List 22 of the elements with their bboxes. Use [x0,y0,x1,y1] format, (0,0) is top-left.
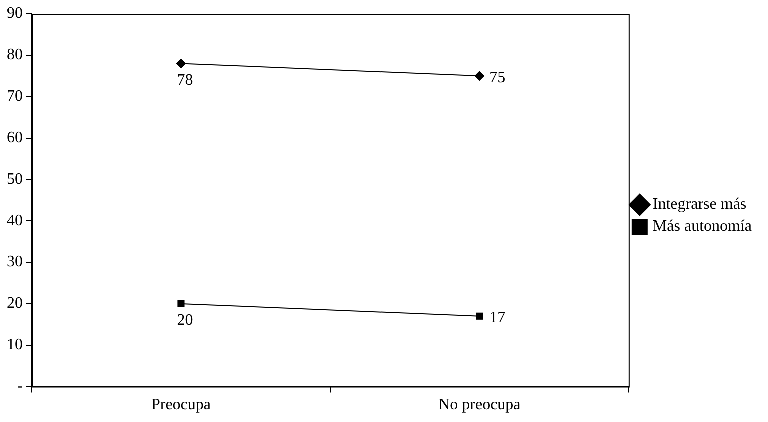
y-tick-label: 60 [7,129,23,146]
point [176,58,186,69]
y-tick-label: 80 [7,46,23,64]
data-label: 20 [177,312,194,330]
data-label: 78 [177,72,194,89]
point [178,300,185,308]
y-tick-label: 50 [7,170,23,188]
legend-label: Más autonomía [652,218,752,236]
point [474,71,485,82]
y-tick-label: 40 [7,212,23,230]
x-tick-label: Preocupa [151,396,211,414]
y-tick-label: 90 [7,5,23,22]
x-tick-label: No preocupa [438,396,521,414]
data-label: 75 [490,69,506,86]
y-tick-label: 10 [7,336,23,354]
y-tick-label: 30 [7,254,23,271]
y-tick-label: 20 [7,295,23,312]
y-tick-label: 70 [7,88,23,106]
point [476,312,484,320]
data-label: 17 [490,310,506,327]
y-tick-label: - [18,378,23,396]
legend-label: Integrarse más [652,196,747,214]
